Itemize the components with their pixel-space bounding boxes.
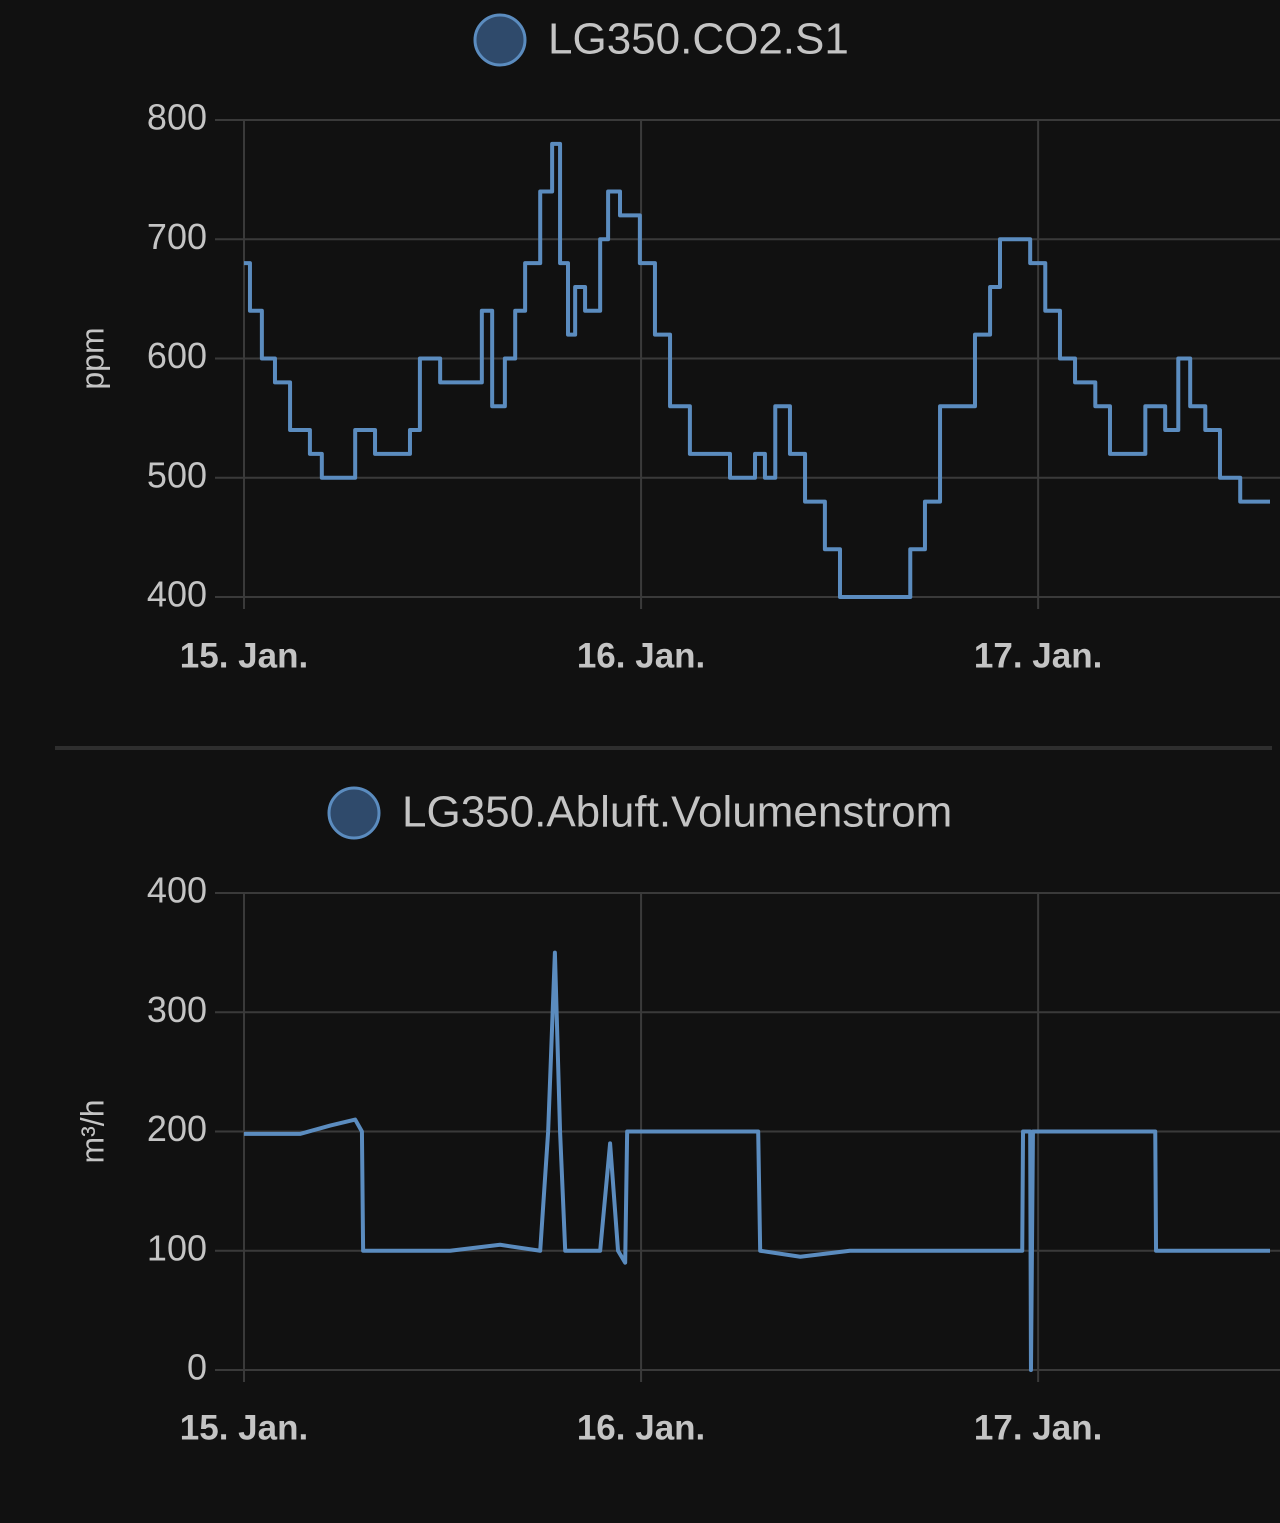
y-axis-label: m³/h — [74, 1100, 110, 1164]
y-tick-label: 300 — [147, 989, 207, 1030]
y-tick-label: 500 — [147, 454, 207, 495]
x-tick-label: 16. Jan. — [577, 1408, 705, 1447]
legend-label: LG350.CO2.S1 — [548, 15, 849, 64]
y-tick-label: 100 — [147, 1227, 207, 1268]
legend-label: LG350.Abluft.Volumenstrom — [402, 788, 952, 837]
legend-marker — [327, 786, 381, 840]
y-tick-label: 0 — [187, 1347, 207, 1388]
y-tick-label: 400 — [147, 574, 207, 615]
y-axis-label: ppm — [74, 327, 110, 389]
y-tick-label: 400 — [147, 870, 207, 911]
y-tick-label: 600 — [147, 335, 207, 376]
x-tick-label: 17. Jan. — [974, 1408, 1102, 1447]
y-tick-label: 700 — [147, 216, 207, 257]
x-tick-label: 15. Jan. — [180, 1408, 308, 1447]
data-line — [244, 950, 1270, 1372]
y-tick-label: 200 — [147, 1108, 207, 1149]
data-line — [244, 141, 1270, 599]
legend-marker — [473, 13, 527, 67]
x-tick-label: 15. Jan. — [180, 636, 308, 675]
x-tick-label: 17. Jan. — [974, 636, 1102, 675]
y-tick-label: 800 — [147, 97, 207, 138]
x-tick-label: 16. Jan. — [577, 636, 705, 675]
